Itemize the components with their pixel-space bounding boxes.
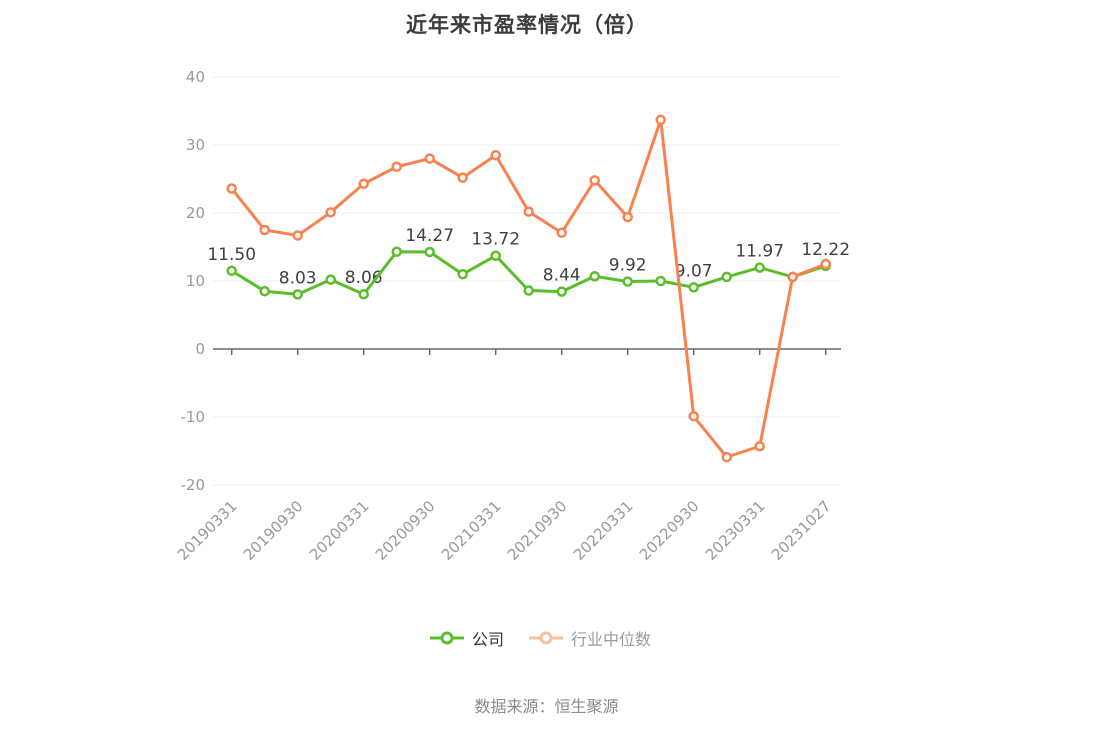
x-axis-tick-label: 20231027 bbox=[768, 497, 835, 564]
legend-item-industry-median[interactable]: 行业中位数 bbox=[528, 626, 651, 650]
company-data-point[interactable] bbox=[754, 262, 765, 273]
x-axis-tick-label: 20200331 bbox=[306, 497, 373, 564]
company-legend-icon bbox=[429, 631, 464, 645]
data-point-label: 14.27 bbox=[405, 226, 454, 246]
industry-median-data-point[interactable] bbox=[226, 183, 237, 194]
company-data-point[interactable] bbox=[292, 289, 303, 300]
y-axis-tick-label: 30 bbox=[186, 136, 205, 154]
industry-median-data-point[interactable] bbox=[358, 178, 369, 190]
company-data-point[interactable] bbox=[556, 286, 567, 297]
data-point-label: 11.50 bbox=[207, 245, 256, 265]
industry-median-data-point[interactable] bbox=[292, 230, 303, 241]
x-axis-tick-label: 20200930 bbox=[372, 497, 439, 564]
x-axis-tick-label: 20190331 bbox=[174, 497, 241, 564]
industry-median-data-point[interactable] bbox=[820, 258, 831, 270]
company-data-point[interactable] bbox=[391, 246, 402, 258]
company-data-point[interactable] bbox=[358, 288, 369, 300]
industry-median-data-point[interactable] bbox=[622, 211, 633, 223]
data-point-label: 9.07 bbox=[675, 261, 713, 281]
chart-title: 近年来市盈率情况（倍） bbox=[406, 13, 648, 37]
industry-median-data-point[interactable] bbox=[589, 175, 600, 186]
x-axis-tick-label: 20210331 bbox=[438, 497, 505, 564]
x-axis-tick-label: 20190930 bbox=[240, 497, 307, 564]
company-data-point[interactable] bbox=[688, 282, 699, 293]
data-point-label: 13.72 bbox=[471, 230, 520, 250]
industry-median-data-point[interactable] bbox=[688, 411, 699, 422]
y-axis-tick-label: -10 bbox=[181, 408, 206, 426]
industry-median-data-point[interactable] bbox=[754, 440, 765, 452]
x-axis-tick-label: 20220331 bbox=[570, 497, 637, 564]
y-axis-tick-label: -20 bbox=[181, 476, 206, 494]
company-data-point[interactable] bbox=[259, 285, 270, 297]
industry-median-data-point[interactable] bbox=[259, 224, 270, 236]
company-data-point[interactable] bbox=[589, 270, 600, 282]
data-point-label: 8.44 bbox=[543, 266, 581, 286]
x-axis-tick-label: 20210930 bbox=[504, 497, 571, 564]
company-data-point[interactable] bbox=[622, 276, 633, 287]
data-point-label: 8.03 bbox=[279, 268, 317, 288]
industry-median-data-point[interactable] bbox=[424, 153, 435, 164]
legend-label-company: 公司 bbox=[471, 630, 504, 649]
industry-median-data-point[interactable] bbox=[490, 149, 501, 161]
industry-median-data-point[interactable] bbox=[391, 161, 402, 173]
industry-median-data-point[interactable] bbox=[523, 206, 534, 217]
company-data-point[interactable] bbox=[226, 265, 237, 277]
data-source-note: 数据来源：恒生聚源 bbox=[474, 697, 619, 716]
data-point-label: 11.97 bbox=[735, 242, 784, 262]
industry-median-legend-icon bbox=[529, 631, 563, 645]
legend-label-industry-median: 行业中位数 bbox=[571, 630, 652, 649]
x-axis-tick-label: 20230331 bbox=[702, 497, 769, 564]
company-data-point[interactable] bbox=[457, 268, 468, 280]
y-axis-tick-label: 40 bbox=[186, 68, 205, 86]
data-point-label: 12.22 bbox=[801, 240, 850, 260]
company-data-point[interactable] bbox=[325, 274, 336, 285]
industry-median-data-point[interactable] bbox=[457, 172, 468, 183]
company-data-point[interactable] bbox=[490, 250, 501, 261]
y-axis-tick-label: 20 bbox=[186, 204, 205, 222]
industry-median-data-point[interactable] bbox=[787, 271, 798, 283]
x-axis-tick-label: 20220930 bbox=[636, 497, 703, 564]
company-data-point[interactable] bbox=[523, 285, 534, 296]
industry-median-data-point[interactable] bbox=[655, 114, 666, 126]
company-data-point[interactable] bbox=[655, 275, 666, 287]
data-point-label: 9.92 bbox=[609, 256, 647, 276]
y-axis-tick-label: 0 bbox=[195, 340, 205, 358]
company-data-point[interactable] bbox=[721, 271, 732, 283]
legend-item-company[interactable]: 公司 bbox=[429, 626, 504, 650]
industry-median-data-point[interactable] bbox=[325, 207, 336, 218]
industry-median-data-point[interactable] bbox=[556, 227, 567, 238]
chart-legend: 公司 行业中位数 bbox=[0, 626, 1080, 650]
company-data-point[interactable] bbox=[424, 246, 435, 258]
industry-median-data-point[interactable] bbox=[721, 451, 732, 463]
y-axis-tick-label: 10 bbox=[186, 272, 205, 290]
